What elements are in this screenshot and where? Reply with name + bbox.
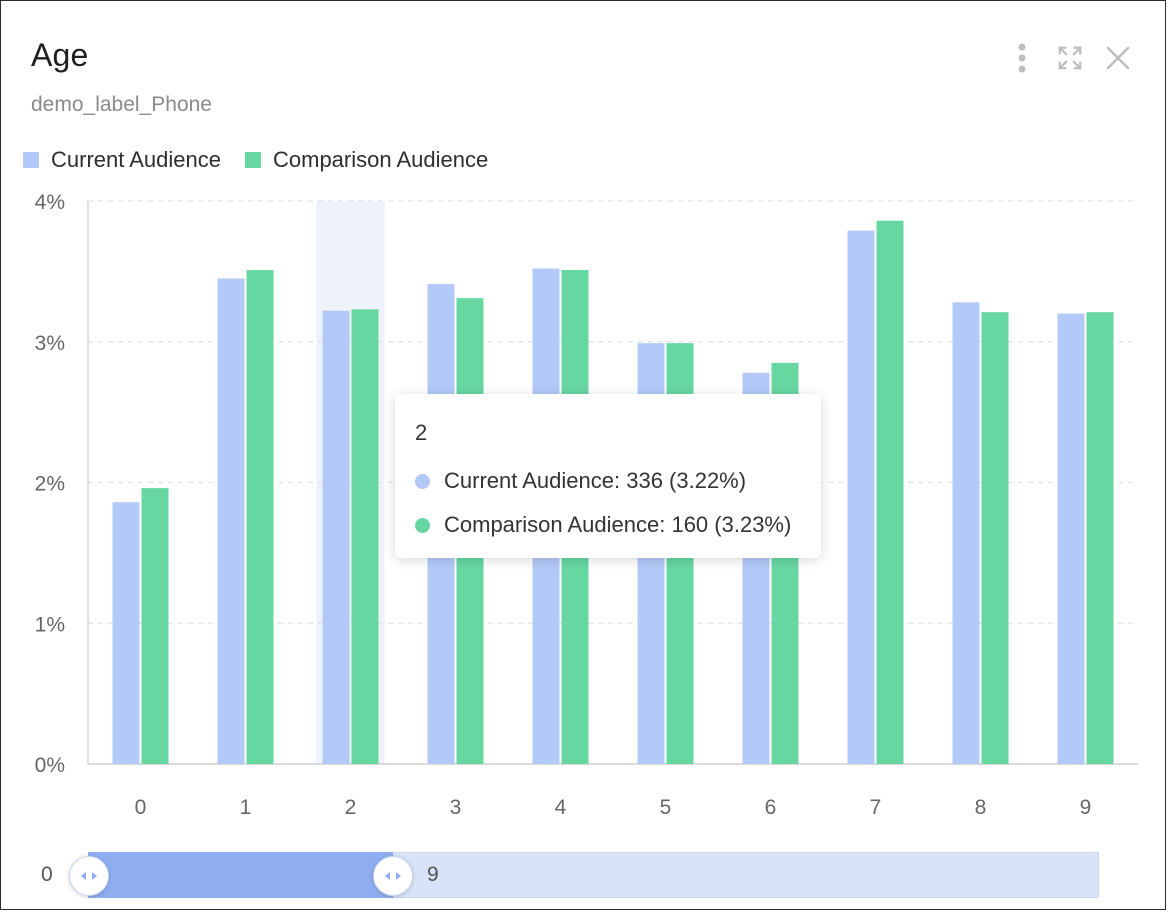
legend-label-comparison: Comparison Audience xyxy=(273,147,489,172)
x-tick-label: 4 xyxy=(555,796,567,819)
legend-item-comparison[interactable]: Comparison Audience xyxy=(245,147,488,173)
legend-swatch-current xyxy=(23,152,39,168)
tooltip-title: 2 xyxy=(415,420,428,445)
x-tick-label: 8 xyxy=(975,796,987,819)
bar-comparison-8 xyxy=(981,312,1009,764)
legend-label-current: Current Audience xyxy=(51,147,221,172)
y-tick-label: 2% xyxy=(35,473,65,496)
bar-current-2 xyxy=(322,310,350,764)
bar-comparison-1 xyxy=(246,269,274,764)
bar-current-1 xyxy=(217,278,245,764)
bar-current-7 xyxy=(847,230,875,764)
chart-tooltip: 2 Current Audience: 336 (3.22%) Comparis… xyxy=(395,394,821,558)
panel-toolbar xyxy=(1009,41,1131,75)
legend-item-current[interactable]: Current Audience xyxy=(23,147,221,173)
tooltip-text-current: Current Audience: 336 (3.22%) xyxy=(444,468,747,493)
drag-arrows-icon xyxy=(385,872,401,880)
fullscreen-icon[interactable] xyxy=(1057,41,1083,75)
y-tick-label: 1% xyxy=(35,613,65,636)
x-tick-label: 2 xyxy=(345,796,357,819)
bar-comparison-0 xyxy=(141,488,169,764)
y-tick-label: 0% xyxy=(35,754,65,777)
bar-comparison-2 xyxy=(351,309,379,764)
chart-legend: Current Audience Comparison Audience xyxy=(23,147,488,173)
x-tick-label: 9 xyxy=(1080,796,1092,819)
close-icon[interactable] xyxy=(1105,41,1131,75)
y-tick-label: 4% xyxy=(35,191,65,214)
bar-comparison-7 xyxy=(876,220,904,764)
datazoom-handle-end[interactable] xyxy=(373,856,413,896)
more-vertical-icon[interactable] xyxy=(1009,41,1035,75)
x-tick-label: 1 xyxy=(240,796,252,819)
x-tick-label: 7 xyxy=(870,796,882,819)
tooltip-row-current: Current Audience: 336 (3.22%) xyxy=(415,466,801,496)
y-tick-label: 3% xyxy=(35,332,65,355)
x-tick-label: 3 xyxy=(450,796,462,819)
tooltip-text-comparison: Comparison Audience: 160 (3.23%) xyxy=(444,512,792,537)
datazoom-handle-start[interactable] xyxy=(69,856,109,896)
tooltip-dot-current xyxy=(415,473,430,489)
tooltip-row-comparison: Comparison Audience: 160 (3.23%) xyxy=(415,510,801,540)
legend-swatch-comparison xyxy=(245,152,261,168)
x-tick-label: 0 xyxy=(135,796,147,819)
bar-current-0 xyxy=(112,502,140,764)
drag-arrows-icon xyxy=(81,872,97,880)
datazoom-selected-range[interactable] xyxy=(88,852,393,898)
bar-current-9 xyxy=(1057,313,1085,764)
bar-comparison-9 xyxy=(1086,312,1114,764)
datazoom-start-label: 0 xyxy=(41,863,53,886)
chart-subtitle: demo_label_Phone xyxy=(31,93,212,116)
datazoom-end-label: 9 xyxy=(427,863,439,886)
x-tick-label: 5 xyxy=(660,796,672,819)
tooltip-dot-comparison xyxy=(415,517,430,533)
x-tick-label: 6 xyxy=(765,796,777,819)
chart-title: Age xyxy=(31,37,89,73)
bar-current-8 xyxy=(952,302,980,764)
